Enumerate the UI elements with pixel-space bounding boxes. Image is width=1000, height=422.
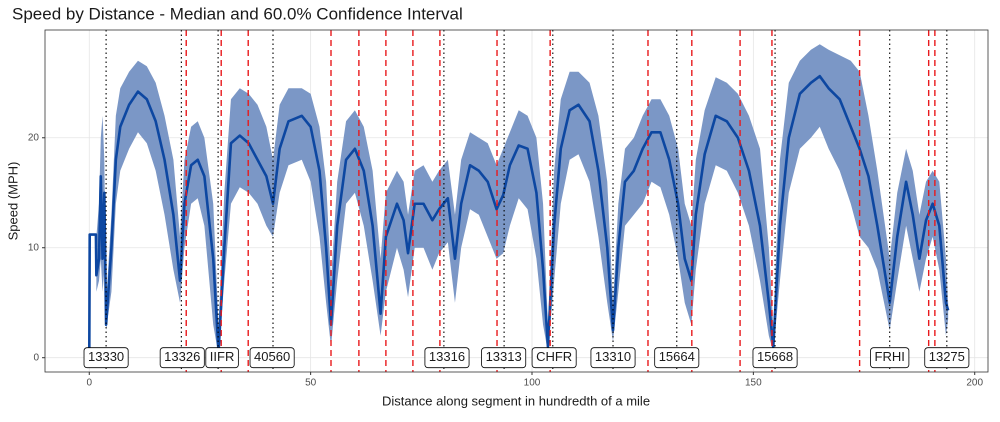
stop-label-text: 13313 [486,349,522,364]
chart-title: Speed by Distance - Median and 60.0% Con… [12,4,463,23]
stop-label: 15664 [654,347,700,369]
stop-label-text: 15668 [757,349,793,364]
confidence-band [96,44,949,356]
median-line [87,74,950,358]
stop-label: 13275 [924,347,970,369]
stop-label: 13326 [159,347,205,369]
x-tick-label: 100 [524,378,541,389]
stop-label: IIFR [205,347,239,369]
y-tick-label: 20 [28,132,40,143]
stop-label: 13316 [424,347,470,369]
stop-label-text: 13326 [164,349,200,364]
stop-label-box [205,347,239,369]
y-tick-label: 0 [33,352,39,363]
stop-label-box [752,347,798,369]
stop-label-text: IIFR [210,349,235,364]
stop-label-text: 40560 [254,349,290,364]
stop-label: CHFR [531,347,577,369]
stop-label-box [83,347,129,369]
stop-label: 13310 [590,347,636,369]
stop-label-box [870,347,910,369]
stop-label: 13330 [83,347,129,369]
stop-label-text: 13330 [88,349,124,364]
x-tick-label: 0 [86,378,92,389]
stop-label-box [924,347,970,369]
stop-label-text: 15664 [659,349,695,364]
stop-label: 40560 [249,347,295,369]
stop-label-text: 13310 [595,349,631,364]
stop-label-text: FRHI [875,349,905,364]
panel-border [44,29,989,373]
stop-label: FRHI [870,347,910,369]
stop-label-box [481,347,527,369]
stop-label-box [531,347,577,369]
stop-label-box [590,347,636,369]
x-axis-label: Distance along segment in hundredth of a… [382,393,650,408]
stop-label-box [654,347,700,369]
y-tick-label: 10 [28,242,40,253]
stop-label-text: CHFR [536,349,572,364]
x-tick-label: 50 [305,378,317,389]
stop-label-text: 13316 [429,349,465,364]
stop-label-box [424,347,470,369]
x-tick-label: 200 [966,378,983,389]
stop-label-text: 13275 [929,349,965,364]
stop-label: 13313 [481,347,527,369]
stop-label-box [249,347,295,369]
x-tick-label: 150 [745,378,762,389]
stop-label: 15668 [752,347,798,369]
y-axis-label: Speed (MPH) [5,162,20,241]
stop-label-box [159,347,205,369]
plot-area [87,30,950,372]
annotations: 13330 13326 IIFR 40560 13316 13313 CHFR 13310 15… [83,347,970,369]
